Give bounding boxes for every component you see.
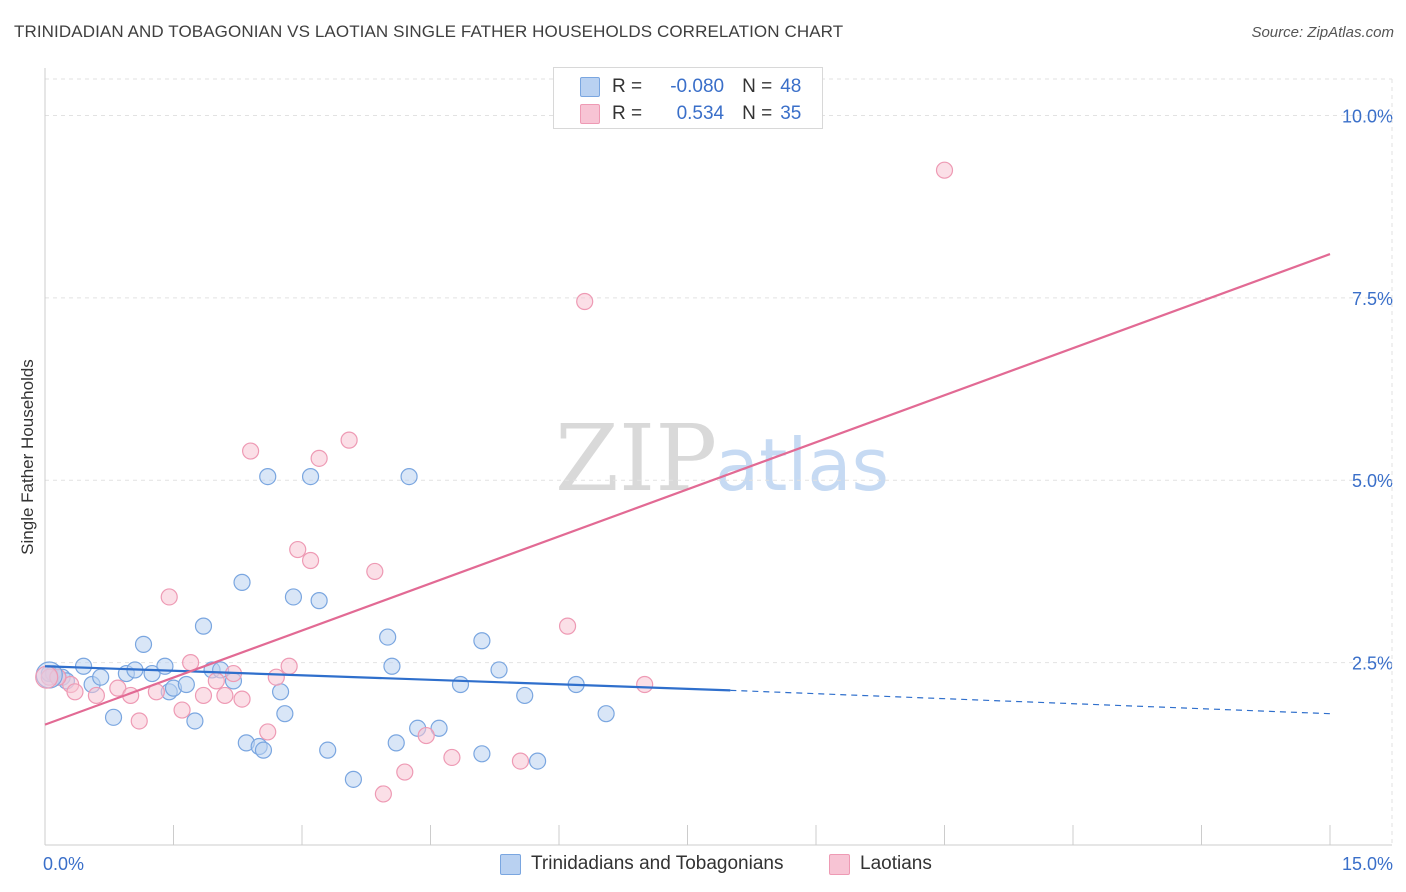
trinidadian-point bbox=[134, 635, 153, 653]
laotian-point bbox=[216, 686, 234, 705]
laotian-point bbox=[87, 686, 106, 705]
trinidadian-point bbox=[597, 705, 615, 723]
trinidadian-trend-line bbox=[44, 665, 731, 692]
laotian-point bbox=[417, 726, 435, 745]
trinidadian-point bbox=[528, 752, 547, 770]
trinidadian-point bbox=[430, 719, 448, 737]
legend-label: Trinidadians and Tobagonians bbox=[531, 853, 784, 874]
pink-swatch bbox=[580, 104, 600, 124]
laotian-point bbox=[109, 679, 127, 697]
blue-swatch bbox=[580, 77, 600, 97]
source-label: Source: ZipAtlas.com bbox=[1251, 24, 1394, 41]
y-tick-label: 10.0% bbox=[1342, 106, 1393, 126]
laotian-point bbox=[310, 449, 328, 467]
trinidadian-point bbox=[310, 592, 328, 610]
laotian-point bbox=[194, 686, 213, 705]
laotian-point bbox=[443, 748, 461, 767]
trinidadian-point bbox=[383, 657, 401, 675]
laotian-point bbox=[173, 701, 191, 719]
watermark-atlas: atlas bbox=[715, 423, 889, 507]
trinidadian-point bbox=[301, 467, 320, 486]
laotian-point bbox=[267, 668, 285, 686]
laotian-point bbox=[160, 588, 178, 606]
r-value: 0.534 bbox=[676, 103, 725, 124]
trinidadian-point bbox=[92, 668, 110, 686]
trinidadian-point bbox=[186, 712, 204, 730]
trinidadian-trend-extension bbox=[730, 689, 1331, 715]
laotian-point bbox=[636, 675, 654, 694]
trinidadian-point bbox=[451, 675, 470, 694]
x-tick-label: 15.0% bbox=[1342, 854, 1393, 874]
trinidadian-point bbox=[74, 657, 93, 675]
legend-label: Laotians bbox=[860, 853, 932, 874]
trinidadian-point bbox=[254, 741, 273, 759]
trinidadian-point bbox=[156, 657, 174, 675]
laotian-point bbox=[576, 292, 594, 311]
laotian-point bbox=[242, 442, 260, 460]
trinidadian-point bbox=[400, 467, 418, 486]
trinidadian-point bbox=[259, 467, 277, 486]
trinidadian-point bbox=[516, 686, 534, 705]
laotian-point bbox=[511, 752, 530, 770]
n-label: N = bbox=[742, 76, 773, 97]
laotian-point bbox=[366, 562, 384, 581]
laotian-point bbox=[558, 617, 577, 635]
trinidadian-point bbox=[490, 661, 508, 679]
r-value: -0.080 bbox=[670, 76, 725, 97]
trinidadian-point bbox=[344, 770, 362, 788]
legend-item-laotian: Laotians bbox=[829, 850, 932, 878]
legend-row-trinidadian: R = -0.080 N = 48 bbox=[554, 73, 801, 101]
trinidadian-point bbox=[284, 588, 303, 606]
laotian-point bbox=[66, 683, 84, 701]
trinidadian-point bbox=[276, 705, 294, 723]
r-label: R = bbox=[612, 76, 643, 97]
laotian-point bbox=[35, 665, 59, 689]
y-tick-label: 7.5% bbox=[1352, 289, 1393, 309]
r-label: R = bbox=[612, 103, 643, 124]
laotian-trend-line bbox=[44, 253, 1331, 726]
laotian-point bbox=[935, 161, 954, 179]
laotian-point bbox=[207, 672, 225, 690]
trinidadian-point bbox=[177, 675, 195, 694]
blue-swatch bbox=[500, 853, 521, 875]
laotian-point bbox=[289, 540, 307, 559]
legend-item-trinidadian: Trinidadians and Tobagonians bbox=[500, 850, 783, 878]
laotian-point bbox=[301, 551, 320, 570]
laotian-point bbox=[396, 763, 414, 781]
chart-title: TRINIDADIAN AND TOBAGONIAN VS LAOTIAN SI… bbox=[14, 22, 844, 41]
trinidadian-point bbox=[104, 708, 123, 726]
n-value: 35 bbox=[780, 103, 802, 124]
trinidadian-point bbox=[233, 573, 251, 591]
pink-swatch bbox=[829, 853, 850, 875]
correlation-legend: R = -0.080 N = 48 R = 0.534 N = 35 bbox=[553, 67, 823, 129]
y-tick-label: 2.5% bbox=[1352, 654, 1393, 674]
n-label: N = bbox=[742, 103, 773, 124]
laotian-point bbox=[280, 657, 298, 675]
series-legend: Trinidadians and Tobagonians Laotians bbox=[0, 850, 1406, 878]
watermark-zip: ZIP bbox=[555, 405, 717, 512]
trinidadian-point bbox=[379, 628, 397, 646]
laotian-point bbox=[259, 723, 277, 741]
trinidadian-point bbox=[271, 683, 290, 701]
trinidadian-point bbox=[319, 741, 337, 759]
laotian-point bbox=[233, 690, 251, 708]
x-tick-label: 0.0% bbox=[43, 854, 84, 874]
laotian-point bbox=[374, 785, 392, 803]
trinidadian-point bbox=[194, 617, 213, 635]
laotian-point bbox=[130, 712, 148, 730]
y-tick-label: 5.0% bbox=[1352, 471, 1393, 491]
laotian-point bbox=[340, 431, 358, 449]
trinidadian-point bbox=[473, 632, 491, 650]
trinidadian-point bbox=[387, 734, 405, 752]
n-value: 48 bbox=[780, 76, 802, 97]
legend-row-laotian: R = 0.534 N = 35 bbox=[554, 100, 801, 128]
trinidadian-point bbox=[473, 745, 491, 763]
